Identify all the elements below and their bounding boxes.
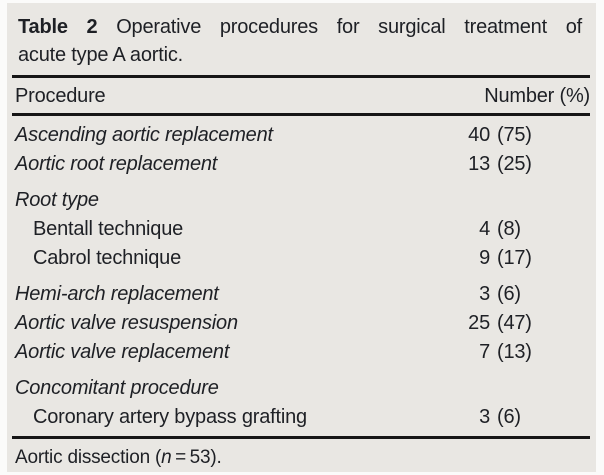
percent-cell: (6): [497, 283, 521, 305]
percent-cell: (25): [497, 153, 532, 175]
footnote-text: Aortic dissection (: [15, 447, 162, 468]
percent-cell: (17): [497, 247, 532, 269]
percent-cell: (13): [497, 341, 532, 363]
count-cell: 3: [479, 283, 490, 305]
percent-cell: (8): [497, 218, 521, 240]
column-header-number: Number (%): [484, 85, 590, 107]
percent-cell: (6): [497, 406, 521, 428]
count-cell: 3: [479, 406, 490, 428]
table-row: Coronary artery bypass grafting 3 (6): [7, 403, 596, 432]
table-rule-top: [12, 75, 590, 78]
table-rule-bottom: [12, 436, 590, 439]
footnote-n-variable: n: [161, 447, 172, 468]
procedure-cell: Aortic root replacement: [15, 153, 218, 175]
procedure-cell: Hemi-arch replacement: [15, 283, 219, 305]
footnote-text-end: = 53).: [171, 447, 222, 468]
percent-cell: (47): [497, 312, 532, 334]
count-cell: 40: [468, 124, 490, 146]
count-cell: 13: [468, 153, 490, 175]
procedure-cell: Aortic valve replacement: [15, 341, 230, 363]
procedure-cell: Cabrol technique: [33, 247, 182, 269]
procedure-cell: Aortic valve resuspension: [15, 312, 238, 334]
table-header-row: Procedure Number (%): [7, 78, 596, 113]
table-caption: Table 2 Operative procedures for surgica…: [7, 3, 596, 69]
percent-cell: (75): [497, 124, 532, 146]
count-cell: 4: [479, 218, 490, 240]
table-row: Bentall technique 4 (8): [7, 215, 596, 244]
caption-line-2: acute type A aortic.: [18, 44, 183, 66]
procedure-cell: Ascending aortic replacement: [15, 124, 273, 146]
table-row: Aortic valve replacement 7 (13): [7, 338, 596, 367]
table-row: Root type: [7, 186, 596, 215]
count-cell: 7: [479, 341, 490, 363]
column-header-procedure: Procedure: [15, 85, 106, 107]
table-row: Concomitant procedure: [7, 374, 596, 403]
count-cell: 9: [479, 247, 490, 269]
table-body: Ascending aortic replacement 40 (75) Aor…: [7, 116, 596, 432]
table-row: Cabrol technique 9 (17): [7, 244, 596, 273]
procedure-cell: Coronary artery bypass grafting: [33, 406, 307, 428]
caption-line-1: Table 2 Operative procedures for surgica…: [18, 13, 582, 41]
table-rule-header: [12, 113, 590, 116]
table-panel: Table 2 Operative procedures for surgica…: [7, 3, 596, 472]
table-row: Aortic root replacement 13 (25): [7, 150, 596, 179]
procedure-cell: Root type: [15, 189, 99, 211]
procedure-cell: Concomitant procedure: [15, 377, 219, 399]
procedure-cell: Bentall technique: [33, 218, 184, 240]
table-footnote: Aortic dissection (n = 53).: [7, 439, 596, 469]
table-row: Ascending aortic replacement 40 (75): [7, 121, 596, 150]
count-cell: 25: [468, 312, 490, 334]
table-row: Hemi-arch replacement 3 (6): [7, 280, 596, 309]
table-row: Aortic valve resuspension 25 (47): [7, 309, 596, 338]
table-number-label: Table 2: [18, 16, 98, 38]
caption-title-text: Operative procedures for surgical treatm…: [116, 16, 582, 38]
